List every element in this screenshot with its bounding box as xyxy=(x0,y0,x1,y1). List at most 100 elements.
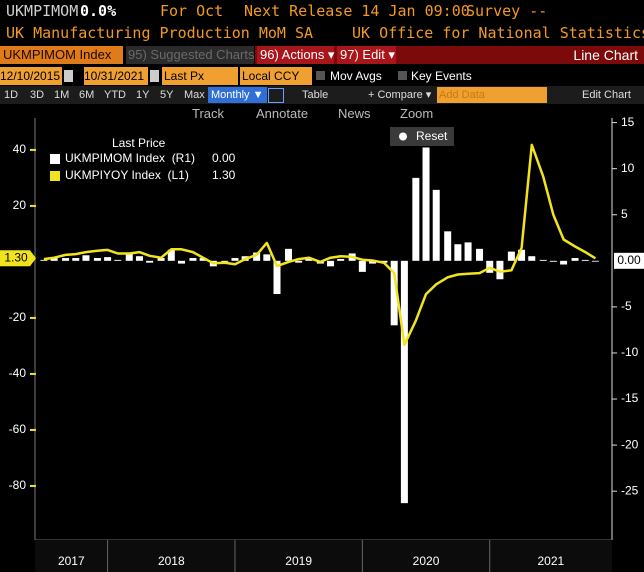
y2-tick-label: 5 xyxy=(621,207,628,221)
legend-swatch xyxy=(50,171,60,181)
security-name: UK Manufacturing Production MoM SA xyxy=(6,24,314,42)
edit-chart[interactable]: Edit Chart xyxy=(582,89,631,101)
bar xyxy=(189,258,197,261)
y2-tick-label: 10 xyxy=(621,161,635,175)
line xyxy=(43,143,597,347)
start-date[interactable]: 12/10/2015 xyxy=(0,67,62,85)
reset-button[interactable]: Reset xyxy=(390,127,454,146)
bar xyxy=(432,189,440,261)
y2-tick-label: -5 xyxy=(621,299,632,313)
frequency[interactable]: Monthly ▼ xyxy=(208,87,267,103)
mov-avgs[interactable]: Mov Avgs xyxy=(330,69,382,83)
bar xyxy=(253,252,261,261)
settings-bar: 12/10/2015 10/31/2021 Last Px Local CCY … xyxy=(0,66,644,86)
bar xyxy=(571,258,579,261)
bar xyxy=(167,249,175,261)
tool-button[interactable]: Zoom xyxy=(400,106,434,121)
period-button[interactable]: 6M xyxy=(79,89,95,101)
edit-button[interactable]: 97) Edit ▾ xyxy=(337,46,396,64)
checkbox[interactable] xyxy=(316,71,325,80)
period-button[interactable]: 5Y xyxy=(160,89,174,101)
bar xyxy=(539,259,547,261)
currency-select[interactable]: Local CCY xyxy=(240,67,312,85)
bar xyxy=(591,260,599,262)
chart-kind: Line Chart xyxy=(573,47,638,63)
legend-swatch xyxy=(50,154,60,164)
calendar-icon[interactable] xyxy=(64,70,73,82)
bar xyxy=(496,260,504,280)
bar xyxy=(177,260,185,264)
bar xyxy=(284,248,292,261)
y-tick-label: -80 xyxy=(9,478,27,492)
period-button[interactable]: Max xyxy=(184,89,205,101)
legend-value: 1.30 xyxy=(212,168,236,182)
bar xyxy=(327,260,335,267)
period-button[interactable]: 1Y xyxy=(136,89,150,101)
suggested-charts[interactable]: 95) Suggested Charts xyxy=(126,46,255,64)
last-value-box xyxy=(0,250,36,267)
change: 0.0% xyxy=(80,2,117,20)
x-tick-label: 2017 xyxy=(58,554,85,568)
legend-value: 0.00 xyxy=(212,151,236,165)
actions-button[interactable]: 96) Actions ▾ xyxy=(257,46,334,64)
chart-icon[interactable] xyxy=(268,88,284,103)
tool-button[interactable]: Annotate xyxy=(256,106,309,121)
add-data[interactable]: Add Data xyxy=(437,87,547,103)
bar xyxy=(93,258,101,261)
bar xyxy=(422,147,430,261)
header: UKMPIMOM 0.0% For Oct Next Release 14 Ja… xyxy=(0,0,644,44)
bar xyxy=(146,260,154,263)
tool-bar: Track Annotate News Zoom xyxy=(0,105,644,123)
legend-label: UKMPIMOM Index (R1) xyxy=(65,151,195,165)
bar xyxy=(518,249,526,261)
legend-label: UKMPIYOY Index (L1) xyxy=(65,168,189,182)
last-value-box xyxy=(614,252,644,269)
field-select[interactable]: Last Px xyxy=(162,67,238,85)
bar xyxy=(581,259,589,261)
period-button[interactable]: 3D xyxy=(30,89,45,101)
table-button[interactable]: Table xyxy=(302,89,329,101)
bar xyxy=(221,260,229,262)
period-button[interactable]: YTD xyxy=(104,89,126,101)
bar xyxy=(549,260,557,262)
bar xyxy=(40,259,48,261)
bar xyxy=(400,260,408,504)
period-button[interactable]: 1M xyxy=(54,89,70,101)
security-field[interactable]: UKMPIMOM Index xyxy=(0,46,123,64)
tool-button[interactable]: News xyxy=(338,106,371,121)
period-button[interactable]: 1D xyxy=(4,89,19,101)
checkbox[interactable] xyxy=(398,71,407,80)
key-events[interactable]: Key Events xyxy=(411,69,472,83)
tool-button[interactable]: Track xyxy=(192,106,225,121)
legend-title: Last Price xyxy=(112,136,166,150)
calendar-icon[interactable] xyxy=(150,70,159,82)
x-tick-label: 2020 xyxy=(413,554,440,568)
y-tick-label: -20 xyxy=(9,310,27,324)
bar xyxy=(560,260,568,265)
survey: Survey -- xyxy=(466,2,548,20)
bar xyxy=(135,256,143,261)
bar xyxy=(157,258,165,261)
command-bar: UKMPIMOM Index 95) Suggested Charts 96) … xyxy=(0,44,644,66)
y2-tick-label: -20 xyxy=(621,437,639,451)
bar xyxy=(125,253,133,261)
chart: 40 20 -20 -40 -60 -80 15 10 5 -5 -10 -15 -20 -25 2017 2… xyxy=(0,115,644,572)
last-value-label: 1.30 xyxy=(4,250,28,264)
bar xyxy=(305,258,313,261)
end-date[interactable]: 10/31/2021 xyxy=(84,67,148,85)
compare-button[interactable]: + Compare ▾ xyxy=(368,89,432,101)
bar xyxy=(337,258,345,261)
period: For Oct xyxy=(160,2,224,20)
y-tick-label: -60 xyxy=(9,422,27,436)
bar xyxy=(507,251,515,261)
bar xyxy=(82,255,90,261)
next-release: Next Release 14 Jan 09:00 xyxy=(244,2,470,20)
y-tick-label: 40 xyxy=(13,142,27,156)
y2-tick-label: -25 xyxy=(621,483,639,497)
bar xyxy=(464,242,472,261)
bar xyxy=(444,231,452,261)
bar xyxy=(454,244,462,261)
bar xyxy=(358,260,366,272)
x-tick-label: 2019 xyxy=(285,554,312,568)
y2-tick-label: 15 xyxy=(621,115,635,129)
